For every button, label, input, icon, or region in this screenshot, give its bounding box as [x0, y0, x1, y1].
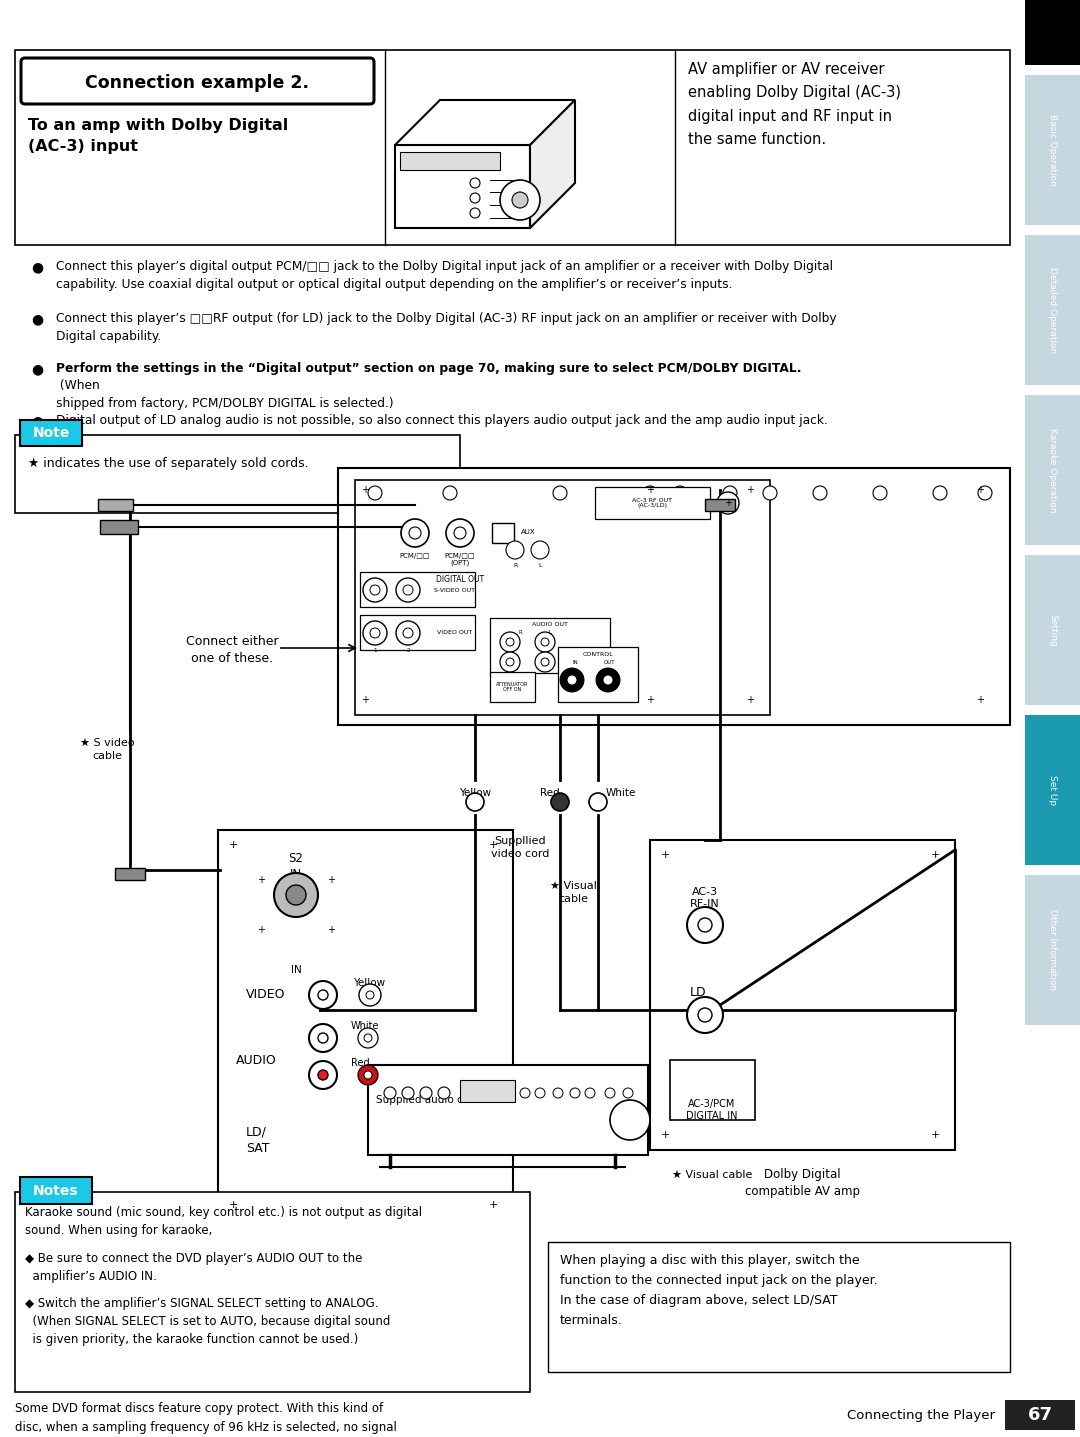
Circle shape — [470, 193, 480, 203]
Circle shape — [512, 193, 528, 208]
Circle shape — [687, 907, 723, 943]
Circle shape — [567, 675, 577, 685]
Circle shape — [698, 918, 712, 933]
Bar — [114, 868, 145, 879]
Polygon shape — [530, 101, 575, 228]
Circle shape — [286, 885, 306, 905]
Text: +: + — [930, 1129, 940, 1140]
Text: Supplied audio cord: Supplied audio cord — [376, 1095, 480, 1105]
Circle shape — [274, 874, 318, 917]
Text: ◆ Be sure to connect the DVD player’s AUDIO OUT to the
  amplifier’s AUDIO IN.: ◆ Be sure to connect the DVD player’s AU… — [25, 1252, 363, 1283]
Text: Dolby Digital
compatible AV amp: Dolby Digital compatible AV amp — [745, 1168, 860, 1198]
Circle shape — [535, 1088, 545, 1098]
Circle shape — [500, 652, 519, 673]
Text: +: + — [257, 925, 265, 935]
Bar — [100, 520, 138, 535]
Bar — [492, 523, 514, 543]
Circle shape — [500, 180, 540, 220]
Text: OUT: OUT — [604, 660, 616, 665]
Text: R: R — [513, 563, 517, 568]
Bar — [360, 572, 475, 606]
Circle shape — [610, 1099, 650, 1140]
Circle shape — [357, 1027, 378, 1048]
Text: AUDIO: AUDIO — [237, 1053, 276, 1066]
Text: +: + — [724, 499, 732, 509]
Circle shape — [309, 1061, 337, 1089]
Circle shape — [357, 1065, 378, 1085]
Text: +: + — [646, 696, 654, 706]
Circle shape — [384, 1086, 396, 1099]
Circle shape — [396, 621, 420, 645]
Circle shape — [366, 992, 374, 999]
Text: ★ Visual
cable: ★ Visual cable — [550, 881, 596, 904]
Circle shape — [551, 793, 569, 810]
Bar — [548, 1242, 1010, 1372]
Text: +: + — [228, 1200, 238, 1210]
Text: Yellow: Yellow — [353, 979, 386, 989]
Text: S-VIDEO OUT: S-VIDEO OUT — [434, 588, 475, 592]
Circle shape — [723, 486, 737, 500]
Circle shape — [553, 486, 567, 500]
Polygon shape — [395, 145, 530, 228]
Text: IN: IN — [572, 660, 578, 665]
Circle shape — [420, 1086, 432, 1099]
Text: When playing a disc with this player, switch the
function to the connected input: When playing a disc with this player, sw… — [561, 1255, 878, 1326]
Text: ●: ● — [31, 414, 43, 428]
Text: ATTENUATOR
OFF ON: ATTENUATOR OFF ON — [496, 681, 528, 693]
Bar — [558, 647, 638, 703]
Text: Other Information: Other Information — [1048, 910, 1057, 990]
Circle shape — [402, 1086, 414, 1099]
Circle shape — [698, 1007, 712, 1022]
Text: AC-3
RF-IN: AC-3 RF-IN — [690, 887, 720, 910]
Circle shape — [465, 793, 484, 810]
Text: 1: 1 — [374, 648, 377, 652]
Bar — [705, 499, 735, 512]
Circle shape — [370, 628, 380, 638]
Polygon shape — [395, 101, 575, 145]
Bar — [360, 615, 475, 650]
Bar — [98, 499, 133, 512]
Circle shape — [363, 621, 387, 645]
Bar — [338, 468, 1010, 726]
Text: Karaoke sound (mic sound, key control etc.) is not output as digital
sound. When: Karaoke sound (mic sound, key control et… — [25, 1206, 422, 1237]
Bar — [1025, 875, 1080, 1025]
Text: Suppllied
video cord: Suppllied video cord — [490, 836, 550, 859]
Text: +: + — [488, 841, 498, 851]
Bar — [1005, 1400, 1075, 1430]
Text: Connect this player’s digital output PCM/□□ jack to the Dolby Digital input jack: Connect this player’s digital output PCM… — [56, 260, 833, 292]
Text: +: + — [228, 841, 238, 851]
Circle shape — [364, 1071, 372, 1079]
Circle shape — [519, 1088, 530, 1098]
Circle shape — [813, 486, 827, 500]
Circle shape — [403, 628, 413, 638]
FancyBboxPatch shape — [21, 420, 82, 445]
Text: R: R — [518, 629, 522, 635]
Text: ★ Visual cable: ★ Visual cable — [672, 1170, 753, 1180]
Circle shape — [585, 1088, 595, 1098]
Circle shape — [603, 675, 613, 685]
FancyBboxPatch shape — [21, 1177, 92, 1204]
Circle shape — [446, 519, 474, 547]
Circle shape — [309, 1025, 337, 1052]
Text: Connect either
one of these.: Connect either one of these. — [186, 635, 279, 665]
Text: +: + — [327, 875, 335, 885]
Text: L: L — [538, 563, 542, 568]
Text: +: + — [930, 851, 940, 859]
Circle shape — [470, 208, 480, 218]
Text: +: + — [746, 696, 754, 706]
Text: AV amplifier or AV receiver
enabling Dolby Digital (AC-3)
digital input and RF i: AV amplifier or AV receiver enabling Dol… — [688, 62, 901, 147]
Circle shape — [403, 585, 413, 595]
Text: +: + — [488, 1200, 498, 1210]
Text: White: White — [606, 787, 636, 798]
Bar — [400, 152, 500, 170]
Circle shape — [318, 1033, 328, 1043]
Circle shape — [438, 1086, 450, 1099]
Bar — [1025, 75, 1080, 226]
Bar — [15, 1193, 530, 1392]
Text: +: + — [660, 1129, 670, 1140]
Circle shape — [396, 578, 420, 602]
Text: Perform the settings in the “Digital output” section on page 70, making sure to : Perform the settings in the “Digital out… — [56, 362, 801, 375]
Circle shape — [673, 486, 687, 500]
Text: +: + — [361, 696, 369, 706]
Text: ◆ Switch the amplifier’s SIGNAL SELECT setting to ANALOG.
  (When SIGNAL SELECT : ◆ Switch the amplifier’s SIGNAL SELECT s… — [25, 1298, 390, 1346]
